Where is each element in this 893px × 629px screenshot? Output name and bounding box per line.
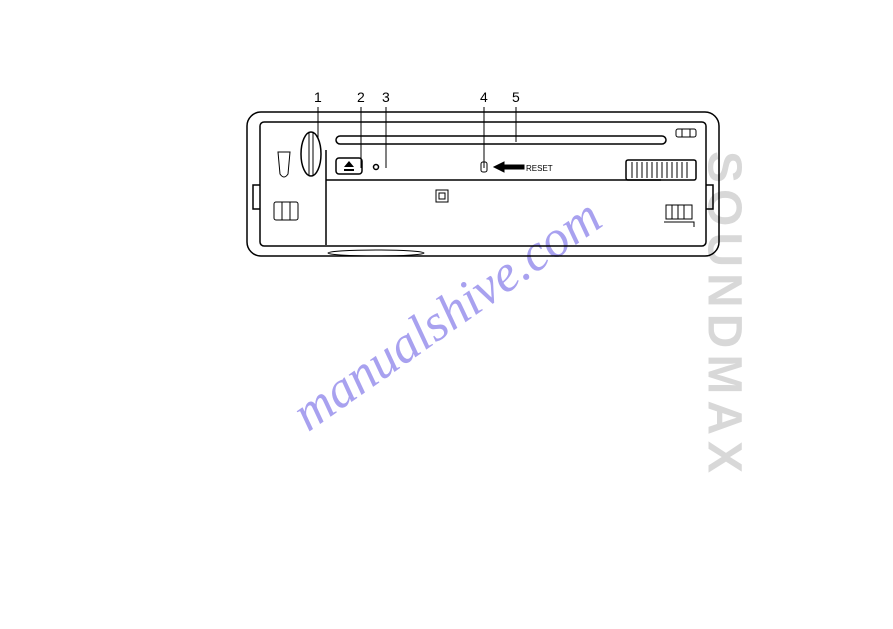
- callout-1: 1: [314, 89, 322, 105]
- inner-panel-svg: 1 2 3 4 5 RESET: [246, 85, 720, 260]
- reset-label: RESET: [526, 164, 553, 173]
- device-diagram: 1 2 3 4 5 RESET: [246, 85, 720, 265]
- callout-2: 2: [357, 89, 365, 105]
- callout-5: 5: [512, 89, 520, 105]
- callout-3: 3: [382, 89, 390, 105]
- callout-4: 4: [480, 89, 488, 105]
